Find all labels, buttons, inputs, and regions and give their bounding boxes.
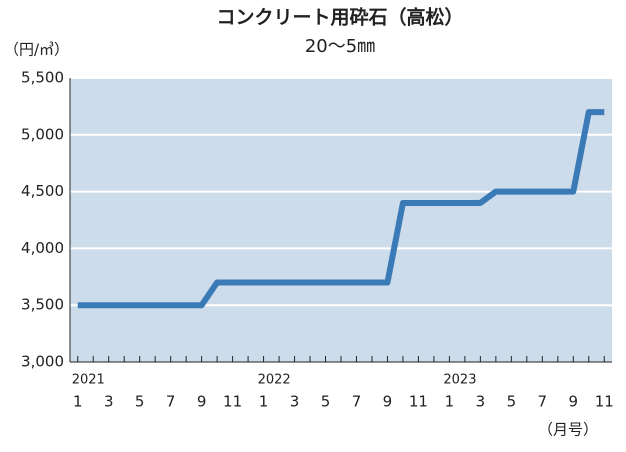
year-label: 2021	[72, 373, 105, 388]
x-tick-label: 11	[409, 393, 428, 411]
x-tick-label: 7	[352, 393, 362, 411]
year-label: 2022	[258, 373, 291, 388]
x-tick-label: 11	[595, 393, 614, 411]
y-tick-label: 4,000	[21, 239, 64, 257]
x-axis-label: （月号）	[538, 421, 598, 439]
x-tick-label: 9	[197, 393, 207, 411]
x-tick-label: 3	[290, 393, 300, 411]
x-tick-label: 7	[166, 393, 176, 411]
y-tick-label: 3,000	[21, 353, 64, 371]
x-tick-label: 3	[104, 393, 114, 411]
x-tick-label: 9	[383, 393, 393, 411]
x-tick-label: 1	[73, 393, 83, 411]
y-tick-label: 4,500	[21, 182, 64, 200]
y-tick-label: 5,000	[21, 125, 64, 143]
y-tick-label: 5,500	[21, 69, 64, 87]
x-tick-label: 5	[507, 393, 517, 411]
x-tick-label: 5	[135, 393, 145, 411]
chart-title: コンクリート用砕石（高松）	[216, 6, 463, 29]
x-tick-label: 5	[321, 393, 331, 411]
y-tick-label: 3,500	[21, 296, 64, 314]
x-tick-label: 1	[259, 393, 269, 411]
x-tick-label: 1	[445, 393, 455, 411]
chart-subtitle: 20～5㎜	[305, 36, 375, 57]
x-tick-label: 3	[476, 393, 486, 411]
plot-background	[70, 78, 612, 362]
y-axis-label: （円/㎥）	[4, 41, 69, 59]
x-tick-label: 7	[538, 393, 548, 411]
x-tick-label: 9	[569, 393, 579, 411]
line	[77, 109, 605, 309]
x-tick-label: 11	[223, 393, 242, 411]
year-label: 2023	[443, 373, 476, 388]
